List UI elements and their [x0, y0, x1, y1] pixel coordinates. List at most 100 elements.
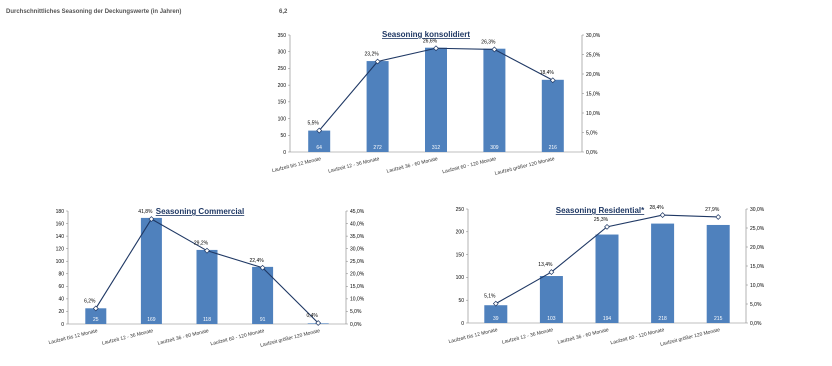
share-label: 26,6% — [423, 38, 438, 44]
share-marker — [148, 216, 155, 222]
right-tick-label: 30,0% — [750, 207, 765, 213]
bar — [651, 223, 675, 323]
chart-title: Seasoning Residential* — [556, 206, 645, 215]
header-value: 6,2 — [279, 9, 288, 15]
share-label: 6,2% — [84, 298, 96, 304]
share-marker — [604, 223, 610, 230]
bar-value-label: 169 — [147, 317, 156, 323]
left-tick-label: 80 — [58, 272, 64, 278]
right-tick-label: 25,0% — [350, 259, 365, 265]
bar-value-label: 194 — [603, 316, 612, 322]
right-tick-label: 45,0% — [350, 209, 365, 215]
share-marker — [492, 300, 499, 307]
right-tick-label: 5,0% — [350, 309, 362, 315]
bar-value-label: 216 — [549, 145, 558, 151]
left-tick-label: 140 — [56, 234, 65, 240]
category-label: Laufzeit 12 - 36 Monate — [501, 327, 554, 346]
bar-value-label: 312 — [432, 145, 441, 151]
bar — [706, 224, 730, 323]
left-tick-label: 100 — [56, 259, 65, 265]
share-label: 5,5% — [307, 121, 319, 127]
share-marker — [374, 58, 381, 65]
share-label: 25,3% — [594, 217, 609, 223]
right-tick-label: 0,0% — [750, 321, 762, 327]
left-tick-label: 100 — [456, 275, 465, 281]
share-marker — [548, 269, 555, 275]
left-tick-label: 160 — [56, 221, 65, 227]
share-marker — [316, 127, 323, 134]
chart-title: Seasoning Commercial — [156, 207, 244, 216]
right-tick-label: 15,0% — [586, 91, 601, 97]
bar — [308, 130, 331, 152]
right-tick-label: 15,0% — [750, 264, 765, 270]
bar — [539, 276, 563, 323]
bar — [595, 234, 619, 323]
share-label: 41,8% — [138, 209, 153, 215]
left-tick-label: 20 — [58, 309, 64, 315]
left-tick-label: 50 — [458, 298, 464, 304]
share-marker — [204, 247, 210, 254]
bar — [140, 217, 162, 324]
left-tick-label: 200 — [278, 83, 287, 89]
share-marker — [659, 212, 666, 218]
left-tick-label: 60 — [58, 284, 64, 290]
bar — [196, 249, 218, 324]
category-label: Laufzeit größer 120 Monate — [660, 327, 721, 348]
bar-value-label: 25 — [93, 317, 99, 323]
share-marker — [92, 305, 99, 312]
bar-value-label: 91 — [260, 317, 266, 323]
bar — [425, 47, 447, 152]
right-tick-label: 25,0% — [750, 226, 765, 232]
share-label: 28,4% — [650, 205, 665, 211]
left-tick-label: 250 — [456, 207, 465, 213]
bar-value-label: 309 — [490, 145, 499, 151]
bar-value-label: 218 — [658, 316, 667, 322]
bar-value-label: 215 — [714, 316, 723, 322]
left-tick-label: 350 — [278, 33, 287, 39]
right-tick-label: 10,0% — [586, 111, 601, 117]
chart-title: Seasoning konsolidiert — [382, 30, 470, 39]
right-tick-label: 0,0% — [350, 322, 362, 328]
right-tick-label: 20,0% — [350, 272, 365, 278]
right-tick-label: 5,0% — [586, 130, 598, 136]
share-marker — [715, 214, 722, 220]
share-marker — [549, 77, 556, 84]
right-tick-label: 5,0% — [750, 302, 762, 308]
left-tick-label: 0 — [461, 321, 464, 327]
share-marker — [259, 264, 266, 271]
right-tick-label: 10,0% — [750, 283, 765, 289]
share-label: 26,3% — [481, 39, 496, 45]
category-label: Laufzeit bis 12 Monate — [448, 327, 498, 345]
bar — [484, 305, 508, 323]
left-tick-label: 180 — [56, 209, 65, 215]
share-label: 13,4% — [538, 262, 553, 268]
bar-value-label: 272 — [373, 145, 382, 151]
bar — [85, 308, 107, 324]
header-label: Durchschnittliches Seasoning der Deckung… — [6, 9, 182, 15]
category-label: Laufzeit 60 - 120 Monate — [610, 327, 665, 346]
share-label: 0,4% — [306, 313, 318, 319]
bar-value-label: 39 — [493, 316, 499, 322]
right-tick-label: 35,0% — [350, 234, 365, 240]
left-tick-label: 150 — [456, 252, 465, 258]
right-tick-label: 40,0% — [350, 221, 365, 227]
bar-value-label: 118 — [203, 317, 211, 323]
left-tick-label: 100 — [278, 116, 287, 122]
left-tick-label: 200 — [456, 230, 465, 236]
left-tick-label: 250 — [278, 66, 287, 72]
right-tick-label: 25,0% — [586, 52, 601, 58]
bar — [366, 61, 389, 152]
right-tick-label: 20,0% — [586, 72, 601, 78]
right-tick-label: 30,0% — [586, 33, 601, 39]
right-tick-label: 10,0% — [350, 297, 365, 303]
share-label: 18,4% — [540, 70, 555, 76]
bar — [252, 266, 274, 324]
left-tick-label: 120 — [56, 246, 65, 252]
share-marker — [433, 45, 439, 52]
bar-value-label: 103 — [547, 316, 556, 322]
left-tick-label: 0 — [61, 322, 64, 328]
left-tick-label: 150 — [278, 100, 287, 106]
